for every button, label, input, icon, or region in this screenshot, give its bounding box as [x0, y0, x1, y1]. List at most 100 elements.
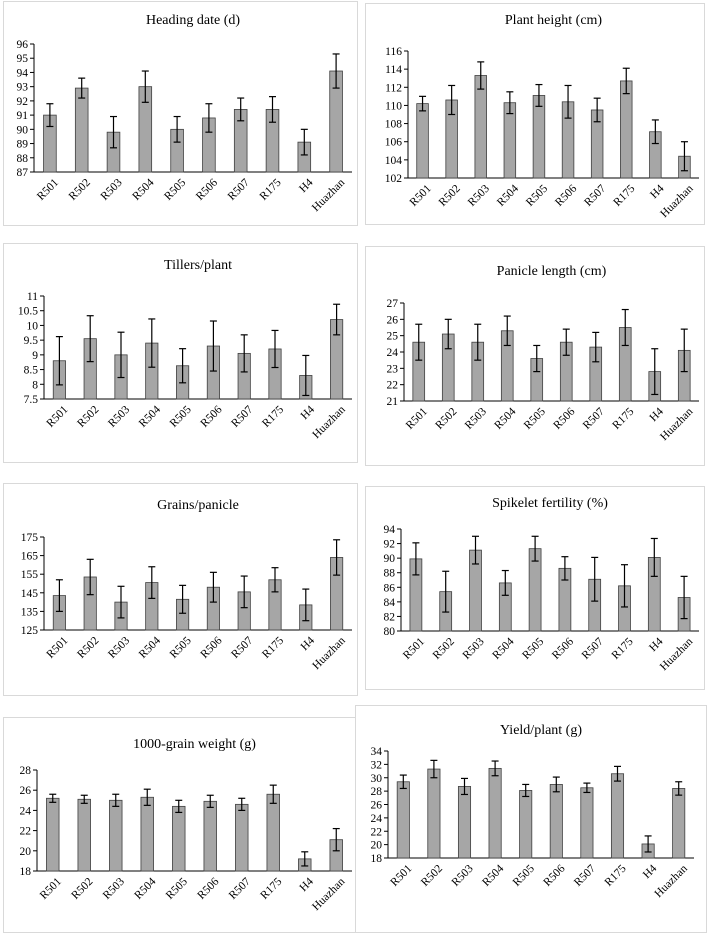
y-tick-label: 110	[385, 100, 402, 112]
category-label: R506	[550, 636, 576, 662]
bar	[140, 796, 154, 872]
chart-title: Yield/plant (g)	[500, 723, 582, 738]
y-tick-label: 20	[20, 846, 32, 858]
category-label: H4	[299, 404, 318, 423]
category-label: Huazhan	[310, 635, 348, 673]
category-label: Huazhan	[658, 636, 696, 674]
category-label: R505	[522, 406, 548, 432]
y-tick-label: 18	[20, 866, 32, 878]
chart-title: Spikelet fertility (%)	[492, 496, 608, 511]
category-label: R502	[75, 404, 101, 430]
y-tick-label: 84	[384, 597, 396, 609]
bar	[172, 805, 186, 872]
y-tick-label: 145	[21, 588, 39, 600]
category-label: R504	[137, 635, 163, 661]
y-tick-label: 108	[385, 119, 403, 131]
y-tick-label: 34	[371, 746, 383, 758]
chart-svg-plant-height: Plant height (cm) 102 104 106 108 110 112 114 11…	[385, 13, 699, 221]
category-label: R504	[137, 404, 163, 430]
chart-panel-grains-panicle: Grains/panicle 125 135 145 155 165 175 R501 R502…	[3, 483, 358, 696]
bar	[77, 798, 91, 872]
category-label: R175	[611, 183, 637, 209]
category-label: R507	[572, 863, 598, 889]
category-label: R503	[466, 183, 492, 209]
y-tick-label: 114	[385, 64, 402, 76]
category-label: R503	[99, 177, 125, 203]
y-tick-label: 22	[371, 826, 383, 838]
category-label: R506	[195, 876, 221, 902]
y-tick-label: 95	[17, 53, 29, 65]
chart-title: Panicle length (cm)	[497, 264, 607, 279]
y-tick-label: 155	[21, 569, 39, 581]
category-label: H4	[647, 636, 666, 655]
category-label: R506	[199, 635, 225, 661]
category-label: R505	[168, 404, 194, 430]
chart-panel-spikelet-fertility: Spikelet fertility (%) 80 82 84 86 88 90 92 94 R5…	[365, 486, 705, 690]
y-tick-label: 24	[20, 805, 32, 817]
bar	[109, 799, 123, 872]
category-label: R502	[67, 177, 93, 203]
bar	[549, 784, 563, 859]
category-label: R507	[582, 183, 608, 209]
category-label: Huazhan	[310, 177, 348, 215]
y-tick-label: 125	[21, 625, 39, 637]
category-label: R501	[35, 177, 61, 203]
category-label: R502	[419, 863, 445, 889]
chart-panel-tillers: Tillers/plant 7.5 8 8.5 9 9.5 10 10.5 11 R501 R502…	[3, 243, 358, 463]
chart-title: Plant height (cm)	[505, 13, 603, 28]
y-tick-label: 90	[384, 553, 396, 565]
y-tick-label: 82	[384, 611, 396, 623]
category-label: R504	[492, 406, 518, 432]
y-tick-label: 24	[387, 347, 399, 359]
y-tick-label: 11	[27, 291, 38, 303]
y-tick-label: 92	[384, 539, 396, 551]
category-label: R175	[610, 406, 636, 432]
y-tick-label: 165	[21, 551, 39, 563]
y-tick-label: 23	[387, 363, 399, 375]
category-label: R505	[511, 863, 537, 889]
bar	[457, 786, 472, 859]
bar	[235, 803, 249, 872]
category-label: R504	[130, 177, 156, 203]
y-tick-label: 112	[385, 82, 402, 94]
category-label: R501	[45, 635, 71, 661]
y-tick-label: 9	[32, 350, 38, 362]
y-tick-label: 20	[371, 840, 383, 852]
chart-svg-grains-panicle: Grains/panicle 125 135 145 155 165 175 R501 R502…	[21, 498, 352, 673]
category-label: R505	[162, 177, 188, 203]
y-tick-label: 92	[17, 96, 29, 108]
category-label: R507	[229, 404, 255, 430]
y-tick-label: 24	[371, 813, 383, 825]
bar	[488, 767, 502, 859]
category-label: R175	[603, 863, 629, 889]
y-tick-label: 87	[17, 167, 29, 179]
bar	[46, 797, 60, 872]
bar	[519, 790, 533, 859]
chart-svg-spikelet-fertility: Spikelet fertility (%) 80 82 84 86 88 90 92 94 R5…	[384, 496, 699, 674]
bar	[203, 800, 217, 872]
category-label: R506	[541, 863, 567, 889]
category-label: R175	[260, 635, 286, 661]
category-label: R501	[401, 636, 427, 662]
chart-title: Tillers/plant	[164, 258, 232, 273]
y-tick-label: 28	[371, 786, 383, 798]
chart-title: 1000-grain weight (g)	[133, 737, 256, 752]
category-label: H4	[297, 177, 316, 196]
category-label: R506	[194, 177, 220, 203]
y-tick-label: 90	[17, 124, 29, 136]
category-label: H4	[298, 876, 317, 895]
bar	[580, 787, 594, 859]
category-label: R502	[431, 636, 457, 662]
category-label: Huazhan	[658, 183, 696, 221]
y-tick-label: 89	[17, 139, 29, 151]
y-tick-label: 94	[17, 67, 29, 79]
category-label: R504	[490, 636, 516, 662]
bar	[396, 781, 410, 859]
chart-panel-plant-height: Plant height (cm) 102 104 106 108 110 112 114 11…	[365, 3, 705, 225]
y-tick-label: 94	[384, 524, 396, 536]
chart-title: Grains/panicle	[157, 498, 239, 513]
y-tick-label: 26	[387, 314, 399, 326]
